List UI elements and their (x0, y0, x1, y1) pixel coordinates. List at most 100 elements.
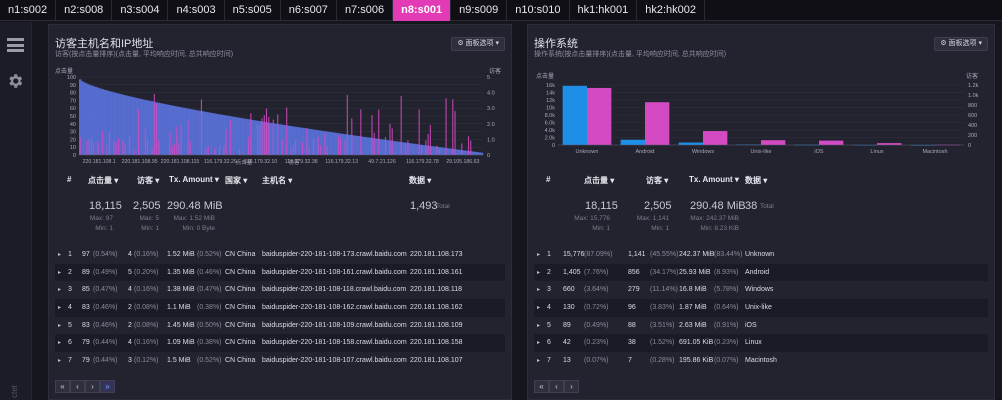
bar-hits[interactable] (310, 129, 313, 155)
col-tx[interactable]: Tx. Amount ▾ (689, 175, 739, 184)
pager-button[interactable]: › (85, 380, 100, 393)
tab-n3-s004[interactable]: n3:s004 (112, 0, 169, 21)
expand-caret-icon[interactable]: ▸ (58, 322, 62, 329)
bar-hits[interactable] (103, 89, 107, 155)
table-row[interactable]: ▸ 4 83 (0.46%) 2 (0.08%) 1.1 MiB (0.38%) CN Chin… (55, 299, 505, 317)
expand-caret-icon[interactable]: ▸ (537, 305, 541, 312)
expand-caret-icon[interactable]: ▸ (58, 287, 62, 294)
table-row[interactable]: ▸ 6 42 (0.23%) 38 (1.52%) 691.05 KiB (0.23%) Lin… (534, 334, 988, 353)
expand-caret-icon[interactable]: ▸ (537, 287, 541, 294)
bar-visitors[interactable] (265, 108, 268, 155)
bar-hits[interactable] (166, 104, 169, 155)
bar-hits[interactable] (328, 131, 331, 155)
bar-hits[interactable] (422, 145, 425, 155)
bar-visitors[interactable] (133, 149, 135, 155)
bar-visitors[interactable] (877, 143, 902, 145)
bar-hits[interactable] (218, 114, 221, 155)
bar-visitors[interactable] (230, 120, 232, 155)
expand-caret-icon[interactable]: ▸ (58, 358, 62, 365)
bar-hits[interactable] (164, 104, 167, 155)
bar-visitors[interactable] (344, 140, 346, 155)
bar-visitors[interactable] (425, 140, 427, 155)
bar-visitors[interactable] (429, 124, 431, 155)
bar-visitors[interactable] (703, 131, 728, 145)
table-row[interactable]: ▸ 7 13 (0.07%) 7 (0.28%) 195.86 KiB (0.07%) Maci… (534, 352, 988, 370)
bar-visitors[interactable] (467, 136, 470, 155)
bar-visitors[interactable] (250, 113, 252, 155)
bar-visitors[interactable] (93, 142, 95, 155)
bar-visitors[interactable] (313, 138, 315, 155)
bar-hits[interactable] (415, 144, 419, 155)
col-tx[interactable]: Tx. Amount ▾ (169, 175, 219, 184)
bar-visitors[interactable] (113, 140, 115, 155)
bar-visitors[interactable] (326, 145, 328, 155)
bar-visitors[interactable] (461, 143, 463, 155)
tab-n4-s003[interactable]: n4:s003 (168, 0, 225, 21)
tab-n10-s010[interactable]: n10:s010 (507, 0, 570, 21)
bar-hits[interactable] (105, 90, 109, 155)
bar-visitors[interactable] (239, 149, 241, 155)
bar-visitors[interactable] (122, 140, 124, 155)
bar-hits[interactable] (79, 79, 82, 155)
bar-hits[interactable] (193, 109, 196, 155)
bar-visitors[interactable] (272, 119, 274, 155)
panel-options-button[interactable]: ⚙ 面板选项 ▾ (451, 37, 505, 51)
expand-caret-icon[interactable]: ▸ (537, 322, 541, 329)
bar-visitors[interactable] (259, 125, 261, 155)
bar-visitors[interactable] (405, 143, 407, 155)
bar-hits[interactable] (361, 136, 365, 155)
tab-n1-s002[interactable]: n1:s002 (0, 0, 57, 21)
table-row[interactable]: ▸ 2 89 (0.49%) 5 (0.20%) 1.35 MiB (0.46%) CN Chi… (55, 263, 505, 282)
bar-visitors[interactable] (587, 87, 612, 145)
bar-visitors[interactable] (151, 147, 153, 155)
bar-hits[interactable] (379, 139, 383, 155)
expand-caret-icon[interactable]: ▸ (58, 340, 62, 347)
bar-visitors[interactable] (470, 140, 472, 155)
table-row[interactable]: ▸ 2 1,405 (7.76%) 856 (34.17%) 25.93 MiB (8.93%… (534, 263, 988, 282)
bar-hits[interactable] (292, 126, 295, 155)
bar-hits[interactable] (283, 125, 286, 155)
bar-visitors[interactable] (189, 141, 191, 155)
bar-hits[interactable] (366, 137, 369, 155)
bar-hits[interactable] (148, 100, 152, 155)
bar-visitors[interactable] (761, 140, 786, 145)
bar-hits[interactable] (278, 124, 282, 155)
bar-visitors[interactable] (436, 145, 438, 155)
bar-visitors[interactable] (180, 124, 182, 155)
bar-hits[interactable] (332, 132, 336, 155)
bar-hits[interactable] (402, 142, 405, 155)
bar-visitors[interactable] (176, 126, 178, 155)
bar-hits[interactable] (222, 115, 226, 155)
bar-hits[interactable] (348, 134, 351, 155)
bar-visitors[interactable] (90, 138, 93, 155)
bar-visitors[interactable] (263, 115, 265, 155)
bar-visitors[interactable] (147, 139, 149, 155)
bar-visitors[interactable] (178, 142, 180, 155)
col-hits[interactable]: 点击量 ▾ (88, 176, 119, 185)
bar-hits[interactable] (227, 115, 230, 155)
bar-visitors[interactable] (129, 136, 131, 155)
bar-visitors[interactable] (223, 145, 225, 155)
bar-hits[interactable] (209, 112, 212, 155)
bar-visitors[interactable] (407, 140, 409, 155)
bar-hits[interactable] (231, 116, 235, 155)
col-host[interactable]: 主机名 ▾ (262, 176, 293, 185)
bar-hits[interactable] (204, 111, 208, 155)
bar-hits[interactable] (233, 116, 237, 155)
tab-n2-s008[interactable]: n2:s008 (56, 0, 113, 21)
bar-hits[interactable] (355, 135, 358, 155)
bar-visitors[interactable] (214, 148, 216, 155)
expand-caret-icon[interactable]: ▸ (537, 269, 541, 276)
tab-n5-s005[interactable]: n5:s005 (225, 0, 281, 21)
bar-hits[interactable] (251, 119, 255, 155)
expand-caret-icon[interactable]: ▸ (58, 252, 62, 258)
hamburger-icon[interactable] (7, 38, 24, 52)
bar-hits[interactable] (303, 128, 306, 155)
bar-visitors[interactable] (88, 139, 90, 155)
bar-visitors[interactable] (171, 146, 173, 155)
bar-hits[interactable] (213, 113, 217, 155)
bar-visitors[interactable] (308, 146, 310, 155)
bar-visitors[interactable] (360, 109, 362, 155)
pager-button[interactable]: › (564, 380, 579, 393)
bar-hits[interactable] (462, 150, 466, 155)
